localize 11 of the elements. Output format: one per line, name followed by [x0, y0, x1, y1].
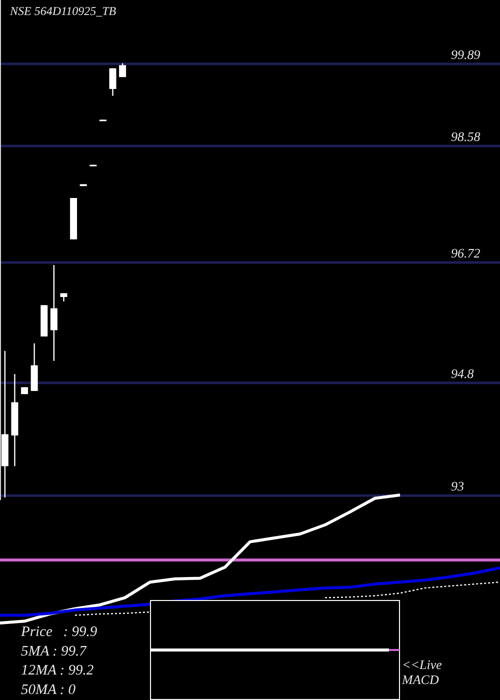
text: 5MA : 99.7: [21, 643, 88, 660]
chart-title: NSE 564D110925_TB: [9, 4, 117, 18]
y-tick-label: 94.8: [451, 366, 474, 381]
text: 50MA : 0: [21, 682, 76, 698]
y-tick-label: 99.89: [451, 46, 481, 62]
text: <<Live MACD: [401, 657, 442, 687]
text: 12MA : 99.2: [21, 662, 94, 679]
y-tick-label: 96.72: [451, 246, 481, 261]
text: Price : 99.9: [20, 624, 98, 640]
y-tick-label: 93: [451, 478, 464, 494]
y-tick-label: 98.58: [451, 128, 481, 144]
